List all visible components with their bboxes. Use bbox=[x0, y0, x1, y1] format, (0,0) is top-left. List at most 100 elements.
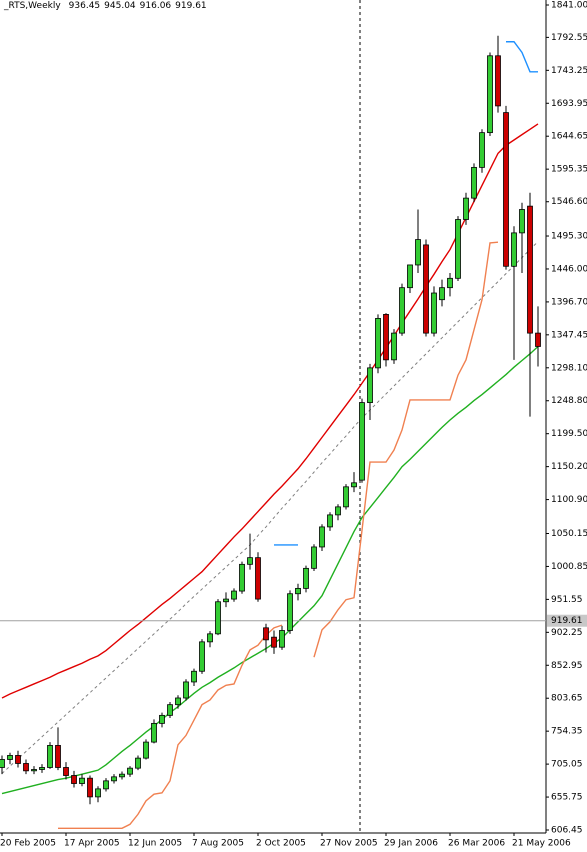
y-tick-label: 1644.65 bbox=[551, 132, 587, 142]
header-open: 936.45 bbox=[69, 1, 101, 11]
x-tick-label: 7 Aug 2005 bbox=[192, 839, 244, 849]
y-tick-label: 1396.70 bbox=[551, 297, 587, 307]
candle-body bbox=[375, 318, 381, 369]
y-tick-label: 852.95 bbox=[551, 661, 583, 671]
chart-title: _RTS,Weekly bbox=[3, 1, 61, 11]
candle-body bbox=[455, 219, 461, 279]
candle-body bbox=[23, 763, 29, 772]
x-tick-label: 27 Nov 2005 bbox=[320, 839, 378, 849]
candle-body bbox=[231, 590, 237, 600]
y-tick-label: 1693.95 bbox=[551, 99, 587, 109]
candle-body bbox=[407, 264, 413, 289]
candle-body bbox=[183, 681, 189, 699]
candle-body bbox=[151, 722, 157, 743]
candle-body bbox=[63, 767, 69, 776]
y-tick-label: 1050.15 bbox=[551, 529, 587, 539]
candle-body bbox=[223, 598, 229, 603]
y-tick-label: 1100.90 bbox=[551, 495, 587, 505]
candle-body bbox=[511, 232, 517, 267]
candle-body bbox=[71, 775, 77, 784]
candle-body bbox=[423, 244, 429, 334]
indicator-line bbox=[58, 624, 283, 829]
last-price-box bbox=[547, 614, 587, 627]
candle-body bbox=[191, 670, 197, 683]
x-tick-label: 21 May 2006 bbox=[512, 839, 571, 849]
y-tick-label: 754.35 bbox=[551, 727, 583, 737]
candle-body bbox=[343, 486, 349, 508]
header-close: 919.61 bbox=[175, 1, 207, 11]
candle-body bbox=[31, 769, 37, 772]
indicator-line bbox=[506, 41, 538, 73]
candle-body bbox=[431, 292, 437, 334]
candle-body bbox=[7, 755, 13, 760]
candle-body bbox=[303, 567, 309, 589]
candle-body bbox=[527, 205, 533, 334]
indicator-line bbox=[1, 345, 539, 795]
y-tick-label: 1248.80 bbox=[551, 396, 587, 406]
indicators bbox=[1, 41, 539, 829]
y-tick-label: 1546.60 bbox=[551, 197, 587, 207]
candle-body bbox=[271, 636, 277, 648]
y-tick-label: 1150.20 bbox=[551, 462, 587, 472]
y-tick-label: 951.55 bbox=[551, 595, 583, 605]
candle-body bbox=[15, 755, 21, 764]
candle-body bbox=[95, 788, 101, 798]
candle-body bbox=[127, 767, 133, 775]
x-tick-label: 12 Jun 2005 bbox=[128, 839, 182, 849]
candle-body bbox=[463, 197, 469, 220]
candle-body bbox=[471, 166, 477, 199]
y-tick-label: 1199.50 bbox=[551, 429, 587, 439]
candle-body bbox=[519, 209, 525, 234]
y-tick-label: 1347.45 bbox=[551, 330, 587, 340]
indicator-line bbox=[1, 123, 539, 699]
candle-body bbox=[111, 776, 117, 782]
y-tick-label: 606.45 bbox=[551, 825, 583, 835]
candle-body bbox=[167, 704, 173, 716]
candle-body bbox=[535, 332, 541, 347]
candle-body bbox=[135, 757, 141, 769]
candle-body bbox=[415, 239, 421, 266]
y-tick-label: 1792.55 bbox=[551, 33, 587, 43]
candle-body bbox=[495, 55, 501, 107]
y-tick-label: 1446.00 bbox=[551, 264, 587, 274]
candle-body bbox=[359, 402, 365, 481]
y-tick-label: 1841.00 bbox=[551, 0, 587, 10]
candle-body bbox=[215, 601, 221, 635]
candle-body bbox=[255, 557, 261, 600]
y-tick-label: 803.65 bbox=[551, 694, 583, 704]
y-tick-label: 1743.25 bbox=[551, 66, 587, 76]
candle-body bbox=[239, 563, 245, 592]
y-tick-label: 1000.85 bbox=[551, 562, 587, 572]
candle-body bbox=[199, 641, 205, 672]
candle-body bbox=[503, 112, 509, 267]
candle-body bbox=[295, 587, 301, 595]
candle-body bbox=[399, 287, 405, 334]
header-low: 916.06 bbox=[140, 1, 172, 11]
x-tick-label: 17 Apr 2005 bbox=[64, 839, 120, 849]
x-tick-label: 26 Mar 2006 bbox=[448, 839, 505, 849]
candle-body bbox=[383, 314, 389, 361]
candle-body bbox=[351, 482, 357, 488]
candle-body bbox=[207, 633, 213, 643]
y-tick-label: 655.75 bbox=[551, 793, 583, 803]
candle-body bbox=[439, 287, 445, 301]
y-tick-label: 1298.10 bbox=[551, 363, 587, 373]
candle-body bbox=[247, 557, 253, 565]
x-tick-label: 29 Jan 2006 bbox=[384, 839, 438, 849]
header: _RTS,Weekly 936.45 945.04 916.06 919.61 bbox=[3, 1, 207, 11]
y-tick-label: 1495.30 bbox=[551, 232, 587, 242]
candle-body bbox=[159, 714, 165, 724]
candle-body bbox=[0, 759, 5, 768]
candle-body bbox=[55, 745, 61, 768]
candle-body bbox=[47, 745, 53, 768]
candle-body bbox=[143, 741, 149, 759]
last-price-label: 919.61 bbox=[551, 616, 583, 626]
indicator-line bbox=[313, 241, 499, 658]
candle-body bbox=[319, 526, 325, 548]
candle-body bbox=[487, 55, 493, 134]
candle-body bbox=[391, 332, 397, 361]
x-tick-label: 2 Oct 2005 bbox=[256, 839, 306, 849]
candle-body bbox=[79, 777, 85, 784]
